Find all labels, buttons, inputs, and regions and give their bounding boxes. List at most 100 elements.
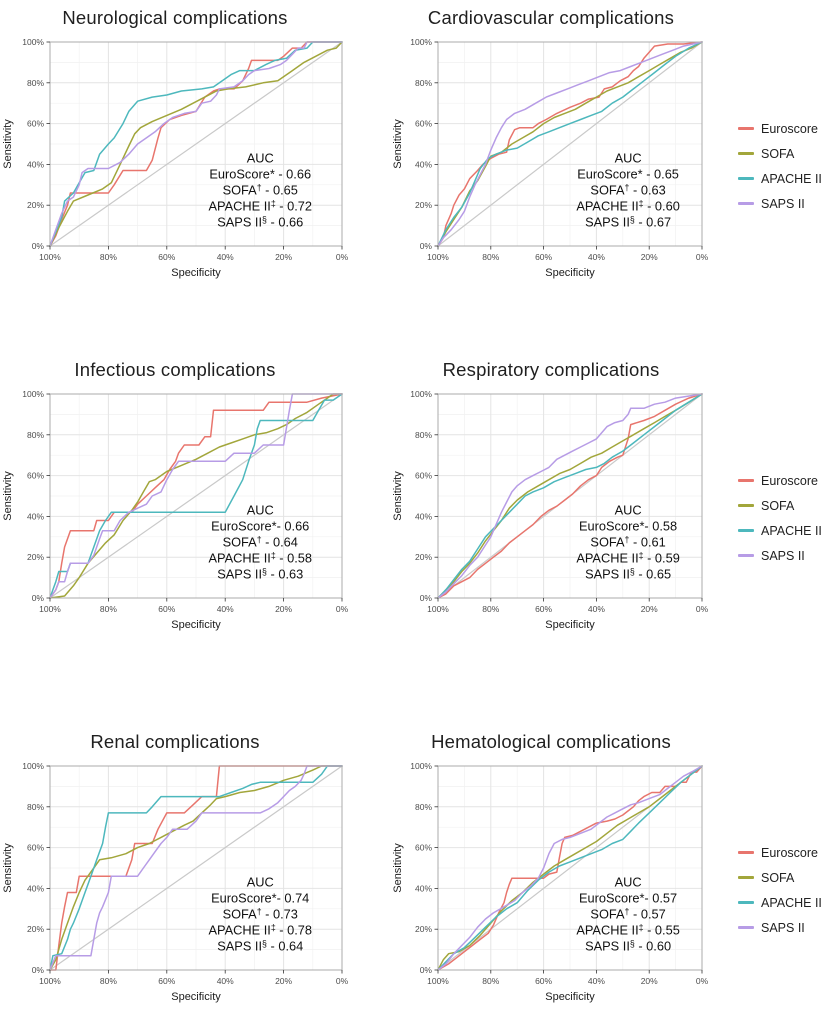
axes: 100% 80% 60% 40% 20% 0% 0% 20% 40% 60% 80% 100% Spec… bbox=[392, 37, 709, 279]
roc-chart-mount-neurological: 100% 80% 60% 40% 20% 0% 0% 20% 40% 60% 80% 100% Spec… bbox=[0, 36, 390, 288]
auc-entry-line: APACHE II‡ - 0.59 bbox=[576, 550, 680, 565]
x-tick-label: 60% bbox=[158, 976, 175, 986]
x-tick-label: 20% bbox=[641, 252, 658, 262]
legend-item-sofa: SOFA bbox=[738, 147, 836, 161]
chart-title-hematological: Hematological complications bbox=[431, 731, 671, 752]
roc-chart-mount-infectious: 100% 80% 60% 40% 20% 0% 0% 20% 40% 60% 80% 100% Spec… bbox=[0, 388, 390, 640]
y-axis-title: Sensitivity bbox=[392, 843, 404, 893]
x-axis-title: Specificity bbox=[171, 619, 221, 631]
x-tick-label: 100% bbox=[427, 252, 449, 262]
auc-entry-line: APACHE II‡ - 0.60 bbox=[576, 198, 680, 213]
legend-swatch-apache bbox=[738, 529, 754, 532]
x-tick-label: 60% bbox=[158, 604, 175, 614]
auc-entry-line: SOFA† - 0.61 bbox=[590, 534, 665, 549]
y-tick-label: 0% bbox=[32, 965, 45, 975]
roc-curve-saps bbox=[437, 393, 703, 599]
x-tick-label: 0% bbox=[696, 604, 709, 614]
legend-swatch-saps bbox=[738, 554, 754, 557]
auc-entry-line: SAPS II§ - 0.60 bbox=[585, 938, 671, 953]
legend-item-euroscore: Euroscore bbox=[738, 122, 836, 136]
auc-entry-line: SAPS II§ - 0.67 bbox=[585, 214, 671, 229]
legend-row-3: Euroscore SOFA APACHE II SAPS II bbox=[738, 840, 836, 940]
x-tick-label: 0% bbox=[696, 252, 709, 262]
y-tick-label: 0% bbox=[32, 241, 45, 251]
reference-diagonal-line bbox=[49, 765, 343, 971]
y-tick-label: 100% bbox=[22, 389, 44, 399]
x-tick-label: 40% bbox=[217, 976, 234, 986]
x-tick-label: 80% bbox=[482, 604, 499, 614]
panel-border bbox=[49, 41, 343, 247]
roc-curve-apache bbox=[49, 393, 343, 599]
reference-diagonal-line bbox=[49, 393, 343, 599]
auc-entry-line: SAPS II§ - 0.65 bbox=[585, 566, 671, 581]
roc-curve-sofa bbox=[437, 765, 703, 971]
y-tick-label: 60% bbox=[27, 843, 44, 853]
roc-curve-apache bbox=[437, 393, 703, 599]
figure-row-3: Renal complications 100% 80% 60% 40% 20% 0% 0%… bbox=[0, 730, 836, 1012]
legend-label-sofa: SOFA bbox=[761, 146, 795, 161]
y-tick-label: 80% bbox=[27, 78, 44, 88]
roc-curve-apache bbox=[437, 765, 703, 971]
legend-swatch-euroscore bbox=[738, 479, 754, 482]
auc-entry-line: EuroScore*- 0.57 bbox=[579, 890, 677, 905]
x-tick-label: 40% bbox=[588, 252, 605, 262]
roc-curve-apache bbox=[49, 765, 343, 971]
y-tick-label: 80% bbox=[27, 802, 44, 812]
y-tick-label: 100% bbox=[22, 761, 44, 771]
roc-chart-infectious: 100% 80% 60% 40% 20% 0% 0% 20% 40% 60% 80% 100% Spec… bbox=[2, 389, 349, 631]
y-tick-label: 40% bbox=[415, 511, 432, 521]
auc-entry-line: EuroScore*- 0.66 bbox=[211, 518, 309, 533]
legend-label-sofa: SOFA bbox=[761, 498, 795, 513]
y-tick-label: 100% bbox=[410, 37, 432, 47]
legend-item-sofa: SOFA bbox=[738, 499, 836, 513]
legend-swatch-sofa bbox=[738, 152, 754, 155]
y-tick-label: 60% bbox=[415, 119, 432, 129]
legend-label-apache: APACHE II bbox=[761, 895, 822, 910]
figure-row-2: Infectious complications 100% 80% 60% 40% 20… bbox=[0, 358, 836, 640]
y-tick-label: 60% bbox=[415, 471, 432, 481]
y-tick-label: 60% bbox=[415, 843, 432, 853]
y-axis-title: Sensitivity bbox=[2, 843, 14, 893]
figure-row-1: Neurological complications 100% 80% 60% 40%… bbox=[0, 6, 836, 288]
x-tick-label: 40% bbox=[588, 976, 605, 986]
roc-chart-hematological: 100% 80% 60% 40% 20% 0% 0% 20% 40% 60% 80% 100% Spec… bbox=[392, 761, 709, 1003]
roc-curve-euroscore bbox=[437, 765, 703, 971]
y-tick-label: 60% bbox=[27, 471, 44, 481]
auc-entry-line: APACHE II‡ - 0.72 bbox=[208, 198, 312, 213]
legend-swatch-euroscore bbox=[738, 851, 754, 854]
legend-label-saps: SAPS II bbox=[761, 920, 805, 935]
legend-item-saps: SAPS II bbox=[738, 921, 836, 935]
y-tick-label: 40% bbox=[415, 159, 432, 169]
panel-border bbox=[49, 765, 343, 971]
y-tick-label: 40% bbox=[415, 883, 432, 893]
x-tick-label: 100% bbox=[39, 604, 61, 614]
x-tick-label: 80% bbox=[100, 252, 117, 262]
x-tick-label: 40% bbox=[588, 604, 605, 614]
panel-border bbox=[437, 765, 703, 971]
legend-row-1: Euroscore SOFA APACHE II SAPS II bbox=[738, 116, 836, 216]
auc-entry-line: SAPS II§ - 0.64 bbox=[217, 938, 303, 953]
roc-curve-saps bbox=[49, 41, 343, 247]
legend-swatch-saps bbox=[738, 202, 754, 205]
roc-curve-euroscore bbox=[437, 41, 703, 247]
legend-label-euroscore: Euroscore bbox=[761, 121, 818, 136]
x-axis-title: Specificity bbox=[545, 991, 595, 1003]
roc-curve-saps bbox=[437, 41, 703, 247]
x-tick-label: 0% bbox=[696, 976, 709, 986]
axes: 100% 80% 60% 40% 20% 0% 0% 20% 40% 60% 80% 100% Spec… bbox=[392, 761, 709, 1003]
roc-curve-euroscore bbox=[49, 393, 343, 599]
x-tick-label: 20% bbox=[275, 976, 292, 986]
x-axis-title: Specificity bbox=[545, 619, 595, 631]
legend-swatch-saps bbox=[738, 926, 754, 929]
reference-diagonal-line bbox=[49, 41, 343, 247]
roc-curve-saps bbox=[49, 765, 343, 971]
chart-cell-cardiovascular: Cardiovascular complications 100% 80% 60% 4… bbox=[390, 6, 738, 288]
y-tick-label: 20% bbox=[415, 552, 432, 562]
y-tick-label: 80% bbox=[27, 430, 44, 440]
auc-entry-line: EuroScore*- 0.74 bbox=[211, 890, 309, 905]
x-tick-label: 60% bbox=[535, 976, 552, 986]
auc-entry-line: SOFA† - 0.65 bbox=[223, 182, 298, 197]
roc-curve-apache bbox=[49, 41, 343, 247]
